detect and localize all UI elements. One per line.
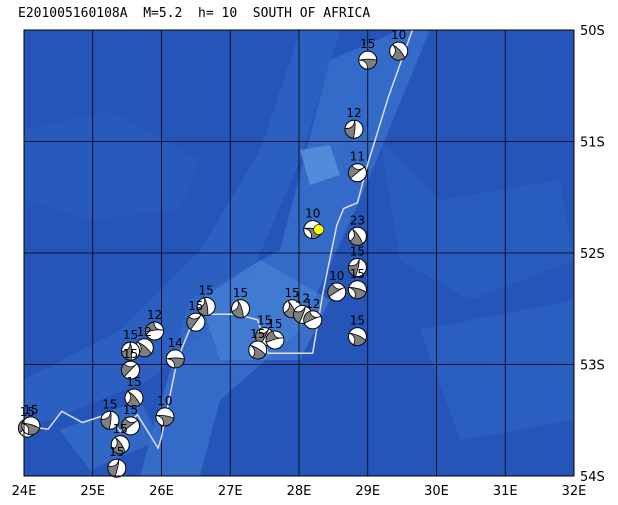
beachball: 15 [110,422,130,455]
beachball: 12 [145,308,165,341]
lon-label: 24E [12,484,37,499]
beachball: 15 [265,317,285,350]
depth-label: 15 [350,267,365,281]
lat-label: 51S [580,136,605,151]
depth-label: 15 [123,328,138,342]
depth-label: 15 [233,286,248,300]
beachball: 15 [347,244,367,277]
beachball: 10 [327,269,347,302]
depth-label: 15 [23,403,38,417]
lon-label: 30E [424,484,449,499]
lat-label: 52S [580,247,605,262]
beachball: 15 [121,403,141,436]
map-title: E201005160108A M=5.2 h= 10 SOUTH OF AFRI… [18,6,371,21]
beachball: 12 [303,297,323,330]
depth-label: 12 [137,325,152,339]
lon-label: 25E [80,484,105,499]
map-frame [23,29,575,477]
depth-label: 15 [360,37,375,51]
depth-label: 14 [168,336,183,350]
depth-label: 15 [123,403,138,417]
beachball: 23 [347,213,367,246]
epicenter-marker [313,224,325,235]
beachball: 15 [107,445,127,478]
beachball: 14 [165,336,185,369]
beachball: 15 [358,37,378,70]
lat-label: 50S [580,24,605,39]
depth-label: 15 [350,314,365,328]
depth-label: 23 [350,213,365,227]
beachball: 15 [121,347,141,380]
depth-label: 12 [346,106,361,120]
beachball: 15 [121,328,141,361]
lon-label: 27E [218,484,243,499]
depth-label: 15 [267,317,282,331]
depth-label: 11 [350,150,365,164]
lon-label: 32E [562,484,587,499]
depth-label: 15 [113,422,128,436]
depth-label: 15 [109,445,124,459]
beachball: 15 [347,314,367,347]
depth-label: 10 [157,394,172,408]
depth-label: 15 [126,375,141,389]
main-event-beachball: 10 [303,207,325,240]
depth-label: 10 [329,269,344,283]
lat-label: 53S [580,359,605,374]
beachball: 15 [100,397,120,430]
beachball: 12 [344,106,364,139]
beachball: 15 [196,284,216,317]
depth-label: 15 [102,397,117,411]
depth-label: 15 [257,314,272,328]
beachball: 10 [389,28,409,61]
beachball: 15 [186,299,206,332]
depth-label: 15 [250,327,265,341]
depth-label: 12 [305,297,320,311]
beachball: 11 [347,150,367,183]
depth-label: 15 [188,299,203,313]
depth-label: 12 [147,308,162,322]
lon-label: 28E [287,484,312,499]
lon-label: 26E [149,484,174,499]
depth-label: 15 [350,244,365,258]
depth-label: 15 [199,284,214,298]
depth-label: 15 [284,286,299,300]
depth-label: 10 [391,28,406,42]
beachball: 10 [155,394,175,427]
depth-label: 12 [295,291,310,305]
beachball: 15 [347,267,367,300]
lat-label: 54S [580,470,605,485]
beachball: 15 [124,375,144,408]
latitude-labels: 50S 51S 52S 53S 54S [580,24,605,485]
lon-label: 31E [493,484,518,499]
depth-label: 15 [123,347,138,361]
depth-label: 10 [305,207,320,221]
beachball: 15 [248,327,268,360]
beachball: 15 [21,403,41,436]
beachball: 15 [231,286,251,319]
longitude-labels: 24E 25E 26E 27E 28E 29E 30E 31E 32E [12,484,587,499]
lon-label: 29E [355,484,380,499]
